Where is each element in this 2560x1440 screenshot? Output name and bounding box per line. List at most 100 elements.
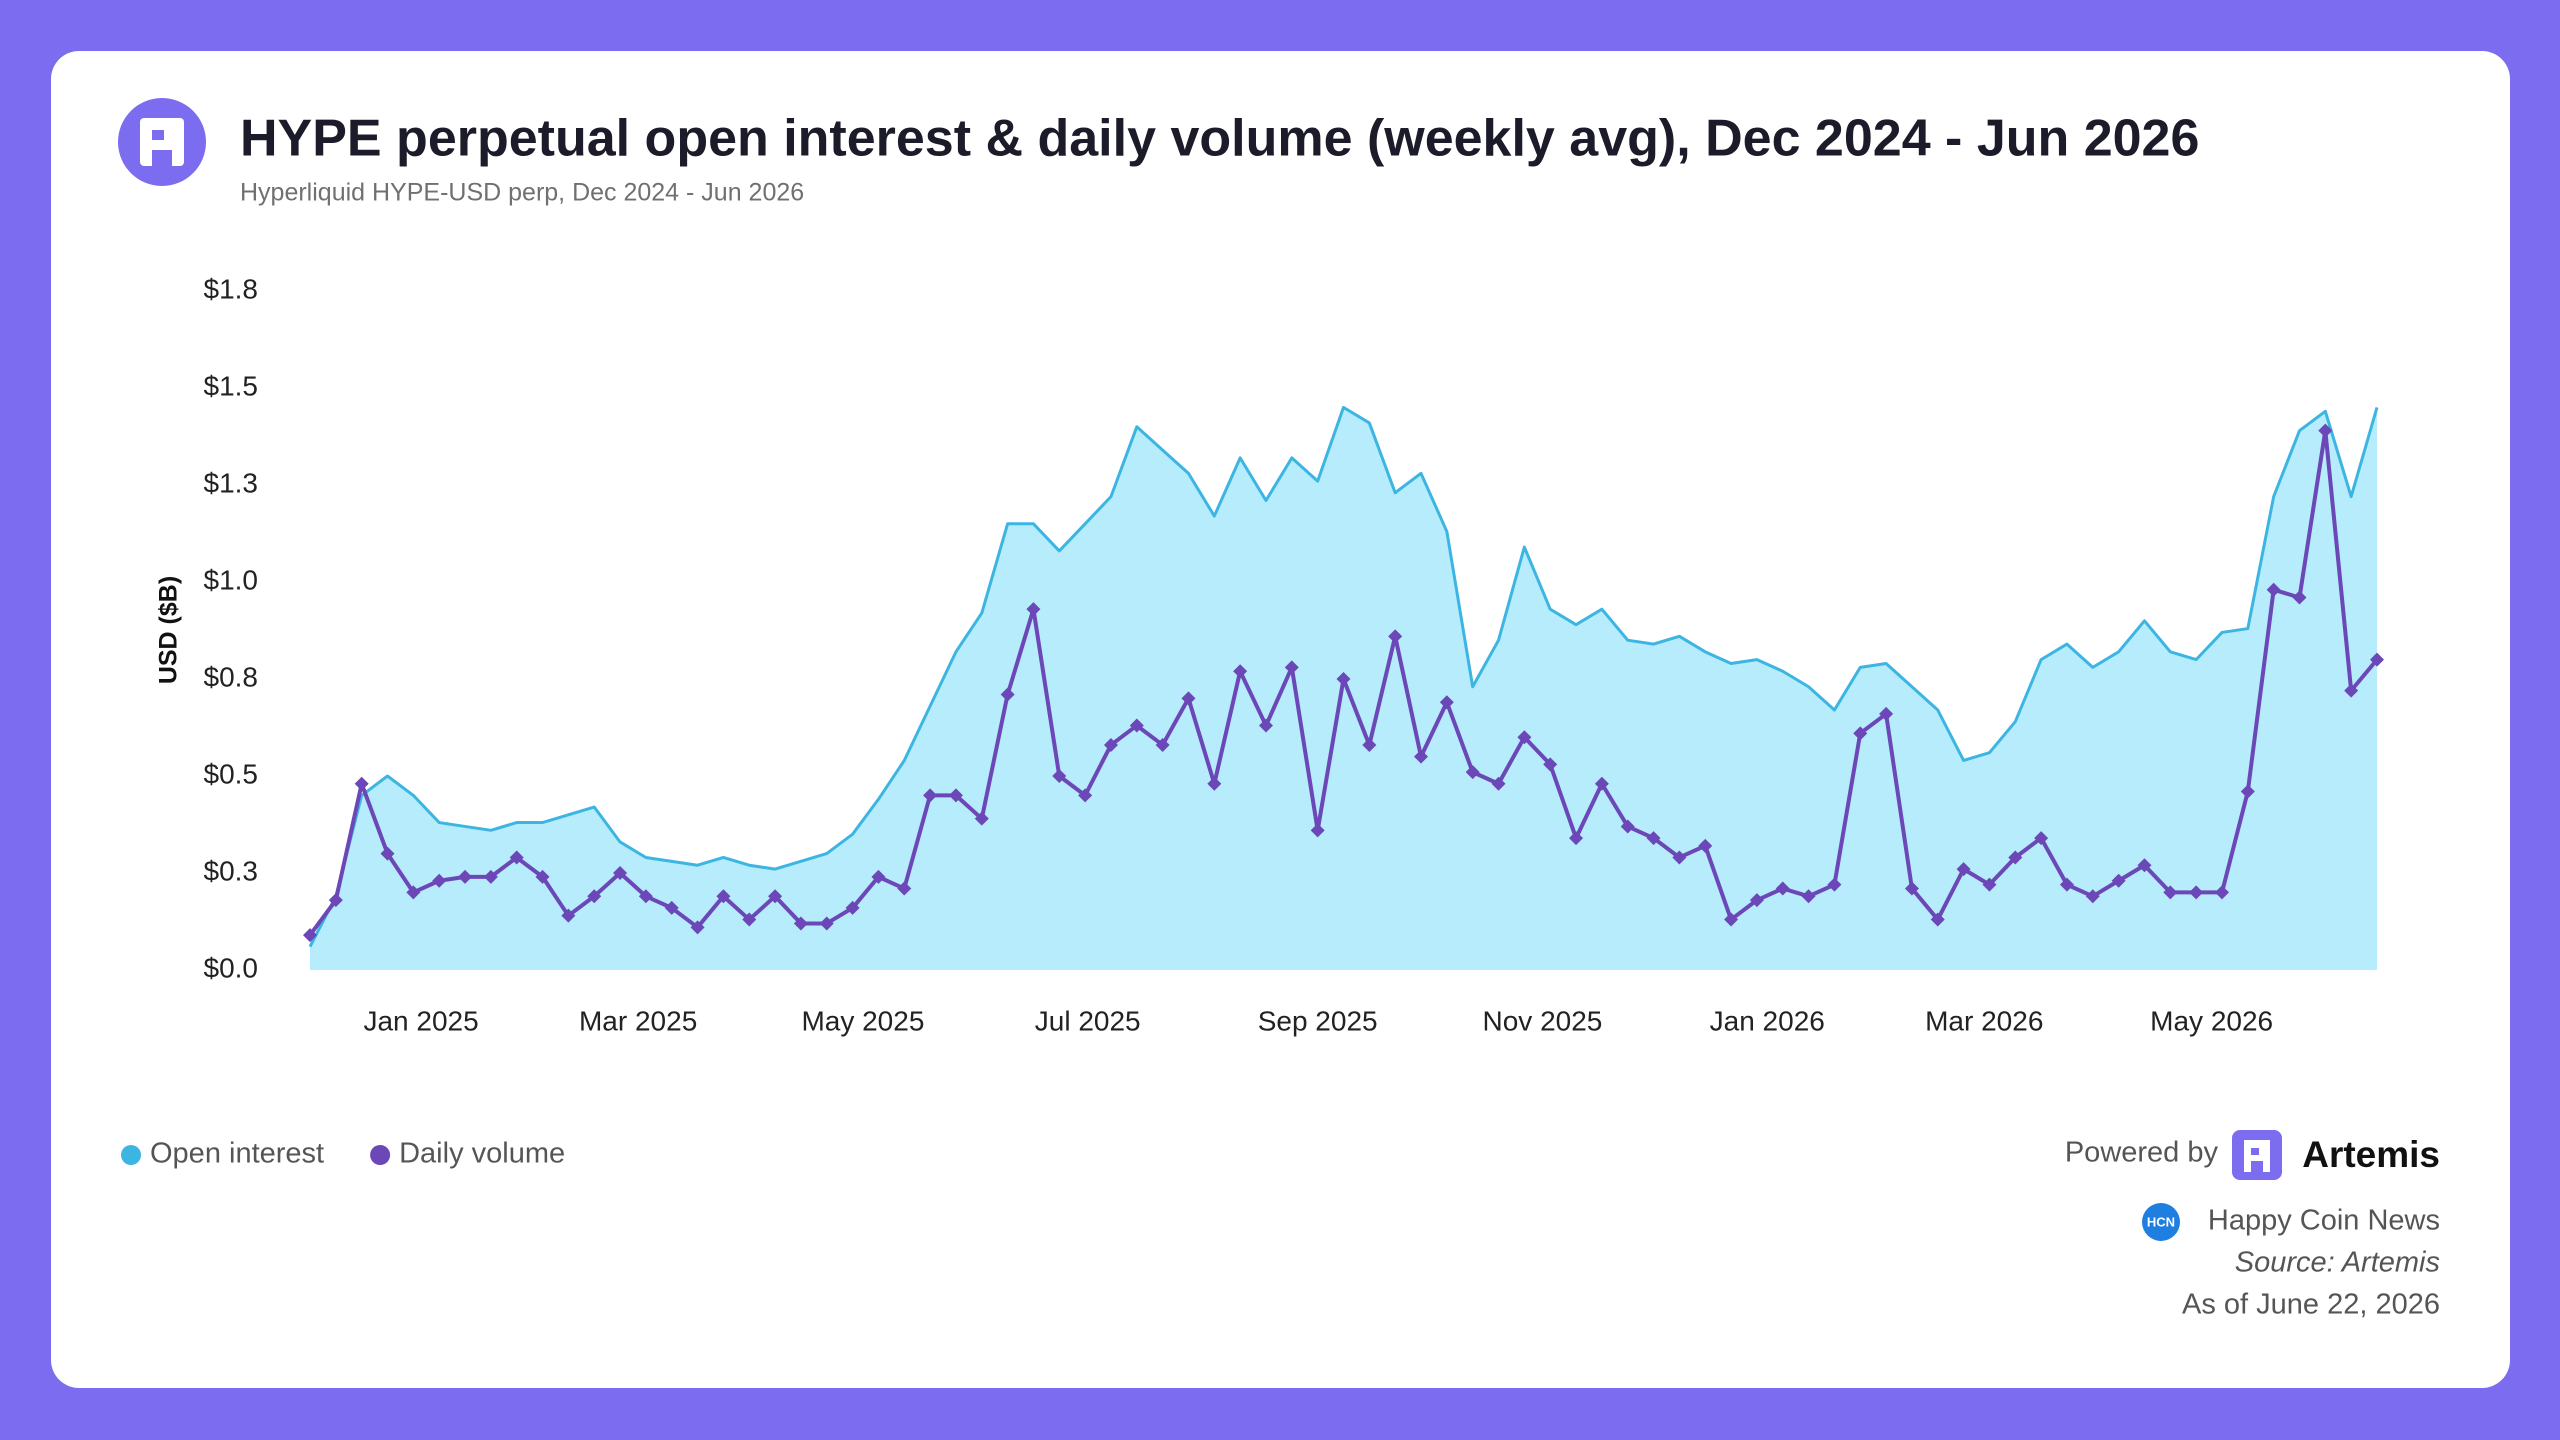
marker — [1155, 737, 1170, 752]
x-tick-label: Mar 2025 — [579, 1005, 697, 1036]
marker — [1000, 687, 1015, 702]
publisher: Happy Coin News — [2208, 1205, 2440, 1237]
marker — [742, 912, 757, 927]
artemis-logo — [2232, 1130, 2282, 1180]
marker — [793, 916, 808, 931]
y-tick-label: $0.0 — [204, 952, 259, 983]
x-tick-label: Jan 2026 — [1710, 1005, 1825, 1036]
marker — [1853, 726, 1868, 741]
marker — [1749, 893, 1764, 908]
marker — [664, 900, 679, 915]
marker — [1620, 819, 1635, 834]
marker — [948, 788, 963, 803]
marker — [2344, 683, 2359, 698]
marker — [1258, 718, 1273, 733]
marker — [613, 866, 628, 880]
marker — [1465, 765, 1480, 780]
marker — [406, 885, 421, 900]
marker — [2266, 582, 2281, 597]
legend-swatch — [370, 1145, 391, 1165]
y-axis-title: USD ($B) — [155, 576, 183, 684]
marker — [587, 889, 602, 904]
marker — [1827, 877, 1842, 892]
marker — [380, 846, 395, 861]
marker — [535, 869, 550, 884]
marker — [1052, 769, 1067, 783]
x-tick-label: Mar 2026 — [1925, 1005, 2043, 1036]
marker — [845, 900, 860, 915]
marker — [2085, 889, 2100, 904]
source: Source: Artemis — [2235, 1247, 2440, 1279]
marker — [1078, 788, 1093, 803]
y-tick-label: $0.5 — [204, 758, 259, 789]
legend-swatch — [121, 1145, 141, 1165]
marker — [1181, 691, 1196, 706]
marker — [1930, 912, 1945, 927]
marker — [768, 889, 783, 904]
marker — [2189, 885, 2204, 900]
marker — [2318, 423, 2333, 438]
marker — [1026, 602, 1041, 617]
marker — [1207, 776, 1222, 791]
marker — [354, 776, 369, 791]
marker — [561, 908, 576, 923]
x-tick-label: Jan 2025 — [363, 1005, 478, 1036]
x-tick-label: Sep 2025 — [1258, 1005, 1378, 1036]
marker — [1439, 695, 1454, 710]
publisher-badge — [2142, 1203, 2180, 1241]
marker — [2137, 858, 2152, 873]
marker — [1233, 664, 1248, 679]
x-tick-label: May 2026 — [2150, 1005, 2273, 1036]
marker — [1129, 718, 1144, 733]
marker — [509, 850, 524, 865]
chart-title: HYPE perpetual open interest & daily vol… — [240, 110, 2199, 168]
marker — [638, 889, 653, 904]
marker — [2008, 850, 2023, 865]
x-tick-label: Nov 2025 — [1483, 1005, 1603, 1036]
y-tick-label: $1.3 — [204, 467, 259, 498]
marker — [1698, 838, 1713, 853]
marker — [923, 788, 938, 803]
logo — [118, 98, 206, 186]
marker — [2370, 652, 2384, 667]
marker — [897, 881, 912, 896]
x-tick-label: Jul 2025 — [1035, 1005, 1141, 1036]
marker — [871, 869, 886, 884]
marker — [1904, 881, 1919, 896]
marker — [1284, 660, 1299, 675]
marker — [1517, 730, 1532, 745]
publisher-badge-text: HCN — [2147, 1214, 2175, 1229]
y-tick-label: $1.5 — [204, 370, 259, 401]
marker — [432, 873, 447, 888]
marker — [819, 916, 834, 931]
marker — [2292, 590, 2307, 605]
marker — [2214, 885, 2229, 900]
y-tick-label: $0.3 — [204, 855, 259, 886]
powered-by: Powered by — [2065, 1137, 2219, 1169]
marker — [1569, 831, 1584, 846]
marker — [1388, 629, 1403, 644]
marker — [303, 928, 317, 943]
marker — [1414, 749, 1429, 764]
marker — [1956, 862, 1971, 877]
marker — [1103, 737, 1118, 752]
marker — [1543, 757, 1558, 772]
marker — [2034, 831, 2049, 846]
marker — [1982, 877, 1997, 892]
chart-subtitle: Hyperliquid HYPE-USD perp, Dec 2024 - Ju… — [240, 179, 804, 207]
marker — [1491, 776, 1506, 791]
marker — [328, 893, 343, 908]
marker — [2240, 784, 2255, 799]
legend-label: Daily volume — [399, 1138, 565, 1170]
marker — [1336, 672, 1351, 686]
line — [308, 405, 2379, 948]
marker — [2163, 885, 2178, 900]
y-tick-label: $0.8 — [204, 661, 259, 692]
marker — [1775, 881, 1790, 896]
y-tick-label: $1.8 — [204, 273, 259, 304]
marker — [1672, 850, 1687, 865]
as-of: As of June 22, 2026 — [2182, 1289, 2440, 1321]
brand-name: Artemis — [2302, 1134, 2440, 1175]
